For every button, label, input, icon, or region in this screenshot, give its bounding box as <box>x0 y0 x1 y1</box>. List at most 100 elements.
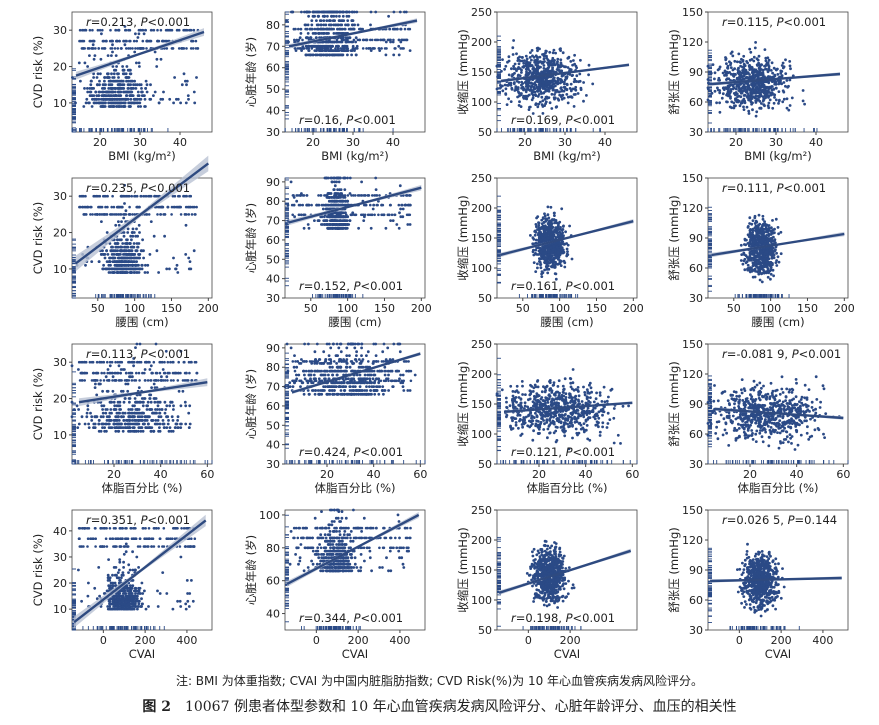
data-point <box>587 73 590 77</box>
data-point <box>516 86 520 89</box>
data-point <box>563 80 566 84</box>
data-point <box>355 10 359 14</box>
data-point <box>748 73 751 76</box>
data-point <box>180 83 184 87</box>
data-point <box>172 205 176 209</box>
data-point <box>407 27 410 31</box>
data-point <box>369 203 372 207</box>
data-point <box>116 97 120 101</box>
data-point <box>511 46 515 50</box>
data-point <box>781 61 785 65</box>
data-point <box>569 82 573 86</box>
data-point <box>408 203 411 207</box>
data-point <box>345 14 349 18</box>
data-point <box>750 75 754 79</box>
data-point <box>374 188 378 192</box>
data-point <box>515 69 518 73</box>
data-point <box>759 94 763 98</box>
data-point <box>517 62 521 66</box>
data-point <box>192 90 196 94</box>
data-point <box>114 68 118 72</box>
data-point <box>192 28 196 32</box>
data-point <box>185 28 188 32</box>
data-point <box>728 71 731 74</box>
data-point <box>293 38 296 42</box>
data-point <box>339 23 342 27</box>
data-point <box>138 231 141 234</box>
data-point <box>138 47 142 50</box>
data-point <box>116 72 119 76</box>
data-point <box>337 47 340 50</box>
data-point <box>338 53 341 57</box>
data-point <box>741 75 744 79</box>
r-value: =0.235, <box>91 181 141 195</box>
data-point <box>399 27 403 31</box>
data-point <box>187 256 191 260</box>
data-point <box>372 203 376 207</box>
data-point <box>552 48 556 52</box>
data-point <box>341 194 344 197</box>
data-point <box>537 93 541 96</box>
data-point <box>545 79 549 83</box>
data-point <box>299 27 303 31</box>
data-point <box>753 89 757 93</box>
data-point <box>729 88 733 91</box>
data-point <box>750 68 754 71</box>
data-point <box>172 256 175 260</box>
data-point <box>801 99 805 103</box>
data-point <box>193 205 196 209</box>
data-point <box>319 27 322 31</box>
data-point <box>89 79 93 83</box>
data-point <box>337 176 340 180</box>
data-point <box>319 19 323 22</box>
data-point <box>162 213 165 216</box>
r-value: =0.213, <box>91 15 141 29</box>
data-point <box>526 67 530 70</box>
data-point <box>777 90 781 93</box>
data-point <box>331 219 334 223</box>
data-point <box>123 25 127 28</box>
data-point <box>546 58 550 62</box>
data-point <box>750 82 753 86</box>
data-point <box>768 98 772 102</box>
data-point <box>758 88 761 91</box>
data-point <box>771 71 774 75</box>
data-point <box>184 205 188 209</box>
data-point <box>754 99 758 103</box>
y-tick-label: 80 <box>266 19 280 32</box>
data-point <box>743 101 747 105</box>
data-point <box>397 203 401 207</box>
data-point <box>728 60 731 64</box>
data-point <box>544 67 548 71</box>
data-point <box>110 72 113 76</box>
data-point <box>339 188 343 192</box>
data-point <box>156 213 159 216</box>
data-point <box>313 44 317 48</box>
data-point <box>121 205 124 209</box>
data-point <box>101 83 105 87</box>
data-point <box>379 38 383 42</box>
data-point <box>185 83 188 87</box>
data-point <box>129 47 132 50</box>
data-point <box>107 76 110 79</box>
data-point <box>553 93 556 96</box>
data-point <box>559 58 563 62</box>
data-point <box>388 27 392 31</box>
data-point <box>114 54 118 57</box>
data-point <box>577 80 580 84</box>
data-point <box>536 70 540 74</box>
correlation-annotation: r=0.115, P<0.001 <box>722 15 826 29</box>
data-point <box>587 63 591 67</box>
data-point <box>121 267 124 271</box>
data-point <box>404 38 408 42</box>
data-point <box>119 97 122 101</box>
data-point <box>119 101 123 105</box>
data-point <box>138 97 142 101</box>
data-point <box>104 267 107 271</box>
data-point <box>737 72 741 76</box>
data-point <box>542 81 545 84</box>
data-point <box>130 101 134 105</box>
data-point <box>770 61 774 65</box>
data-point <box>763 48 767 51</box>
data-point <box>742 105 745 109</box>
